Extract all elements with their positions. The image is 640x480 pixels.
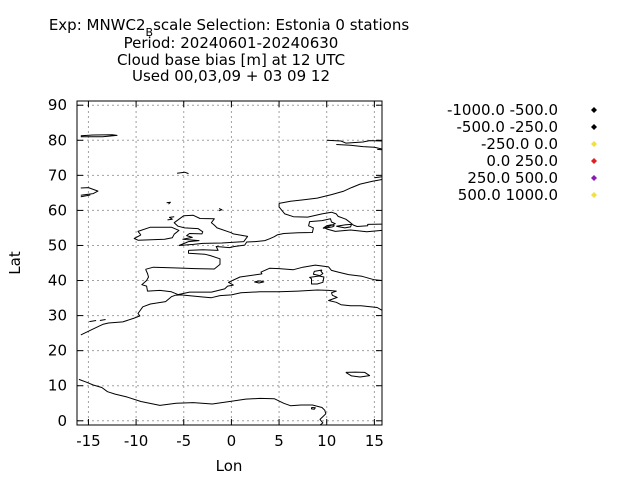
y-tick-label: 30 [48, 307, 67, 325]
coastline [80, 194, 91, 198]
coastline [311, 407, 316, 410]
y-tick-label: 20 [48, 342, 67, 360]
legend-marker [591, 107, 597, 113]
legend-marker [591, 158, 597, 164]
coastline [80, 294, 176, 336]
x-tick-label: 0 [227, 432, 237, 450]
legend-label: -1000.0 -500.0 [447, 101, 558, 119]
grid-lines [77, 101, 382, 425]
coastline [166, 201, 171, 205]
legend-label: 500.0 1000.0 [458, 186, 558, 204]
legend-label: 0.0 250.0 [486, 152, 558, 170]
y-tick-label: 70 [48, 166, 67, 184]
coastline [309, 275, 325, 285]
chart-title-line2: Period: 20240601-20240630 [124, 34, 339, 52]
plot-frame [76, 100, 383, 426]
coastline [345, 371, 371, 378]
legend-marker [591, 175, 597, 181]
coastline [374, 176, 382, 179]
x-tick-label: 5 [274, 432, 284, 450]
coastline [278, 203, 382, 227]
coastline [322, 224, 335, 229]
coastline [254, 280, 265, 284]
coastline [336, 144, 382, 150]
coastline [218, 208, 223, 212]
title-post: scale Selection: Estonia 0 stations [153, 16, 409, 34]
chart-title-line4: Used 00,03,09 + 03 09 12 [132, 67, 330, 85]
y-tick-label: 0 [57, 412, 67, 430]
coastline [173, 214, 249, 246]
x-tick-label: 15 [365, 432, 384, 450]
coastline [326, 139, 382, 144]
coastline [175, 289, 382, 311]
coastline [80, 187, 99, 196]
legend-label: 250.0 500.0 [467, 169, 558, 187]
y-tick-label: 80 [48, 131, 67, 149]
legend-label: -250.0 0.0 [481, 135, 558, 153]
legend-marker [591, 124, 597, 130]
axis-ticks [77, 101, 382, 425]
coastline-layer [78, 134, 382, 425]
coastline [145, 250, 221, 270]
chart-title-line1: Exp: MNWC2Bscale Selection: Estonia 0 st… [49, 16, 410, 39]
legend: -1000.0 -500.0-500.0 -250.0-250.0 0.00.0… [447, 101, 597, 204]
y-tick-label: 10 [48, 377, 67, 395]
coastline [167, 216, 175, 221]
coastline [78, 378, 327, 425]
y-tick-label: 50 [48, 236, 67, 254]
legend-label: -500.0 -250.0 [457, 118, 558, 136]
coastline [133, 226, 180, 241]
x-tick-label: -15 [76, 432, 101, 450]
title-subscript: B [146, 26, 154, 39]
y-tick-label: 60 [48, 201, 67, 219]
coastline [279, 179, 382, 204]
coastline [89, 320, 97, 323]
y-tick-label: 40 [48, 272, 67, 290]
x-tick-label: -10 [124, 432, 149, 450]
y-tick-label: 90 [48, 96, 67, 114]
x-axis-label: Lon [216, 457, 243, 475]
legend-marker [591, 141, 597, 147]
coastline [312, 269, 324, 277]
coastline [141, 264, 382, 296]
chart-title-line3: Cloud base bias [m] at 12 UTC [117, 51, 345, 69]
x-tick-labels: -15 -10 -5 0 5 10 15 [76, 432, 384, 450]
coastline [80, 134, 118, 138]
x-tick-label: -5 [176, 432, 191, 450]
coastline [99, 319, 106, 321]
x-tick-label: 10 [317, 432, 336, 450]
legend-marker [591, 192, 597, 198]
title-pre: Exp: MNWC2 [49, 16, 146, 34]
y-axis-label: Lat [6, 251, 24, 275]
y-tick-labels: 0 10 20 30 40 50 60 70 80 90 [48, 96, 67, 430]
coastline [336, 223, 352, 229]
coastline [177, 171, 189, 175]
